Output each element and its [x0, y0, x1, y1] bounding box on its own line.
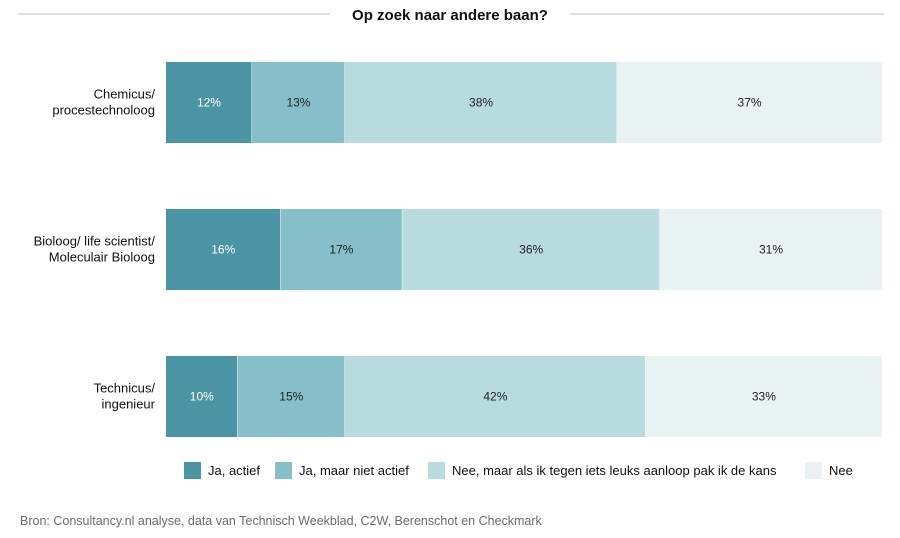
category-label: procestechnoloog	[52, 103, 155, 118]
data-label: 16%	[211, 243, 235, 257]
bar-segment	[660, 209, 882, 290]
bar-segment	[251, 62, 345, 143]
data-label: 17%	[329, 243, 353, 257]
data-label: 13%	[286, 96, 310, 110]
data-label: 15%	[279, 390, 303, 404]
legend-label: Nee	[829, 463, 853, 478]
data-label: 33%	[752, 390, 776, 404]
data-label: 12%	[197, 96, 221, 110]
data-label: 42%	[483, 390, 507, 404]
category-label: Bioloog/ life scientist/	[34, 234, 156, 249]
legend-label: Ja, actief	[208, 463, 260, 478]
bars-group: 12% 13% 38% 37% 16% 17% 36% 31% 10% 15% 42% 33%	[166, 62, 882, 437]
data-label: 31%	[759, 243, 783, 257]
data-label: 36%	[519, 243, 543, 257]
legend-label: Nee, maar als ik tegen iets leuks aanloo…	[452, 463, 777, 478]
chart-title: Op zoek naar andere baan?	[352, 7, 548, 24]
bar-segment	[237, 356, 345, 437]
category-label: Technicus/	[94, 381, 156, 396]
source-note: Bron: Consultancy.nl analyse, data van T…	[20, 514, 543, 528]
legend-swatch	[805, 462, 822, 479]
category-labels: Chemicus/procestechnoloog Bioloog/ life s…	[34, 87, 156, 412]
data-label: 10%	[190, 390, 214, 404]
bar-segment	[166, 356, 238, 437]
category-label: Moleculair Bioloog	[49, 250, 155, 265]
legend-swatch	[184, 462, 201, 479]
legend: Ja, actief Ja, maar niet actief Nee, maar …	[184, 462, 853, 479]
legend-swatch	[275, 462, 292, 479]
legend-swatch	[428, 462, 445, 479]
category-label: ingenieur	[102, 397, 156, 412]
bar-segment	[345, 356, 646, 437]
data-label: 38%	[469, 96, 493, 110]
bar-segment	[402, 209, 661, 290]
category-label: Chemicus/	[94, 87, 156, 102]
bar-segment	[617, 62, 882, 143]
bar-segment	[280, 209, 403, 290]
data-label: 37%	[738, 96, 762, 110]
bar-segment	[166, 62, 252, 143]
bar-segment	[166, 209, 281, 290]
bar-segment	[645, 356, 882, 437]
legend-label: Ja, maar niet actief	[299, 463, 409, 478]
bar-segment	[345, 62, 618, 143]
